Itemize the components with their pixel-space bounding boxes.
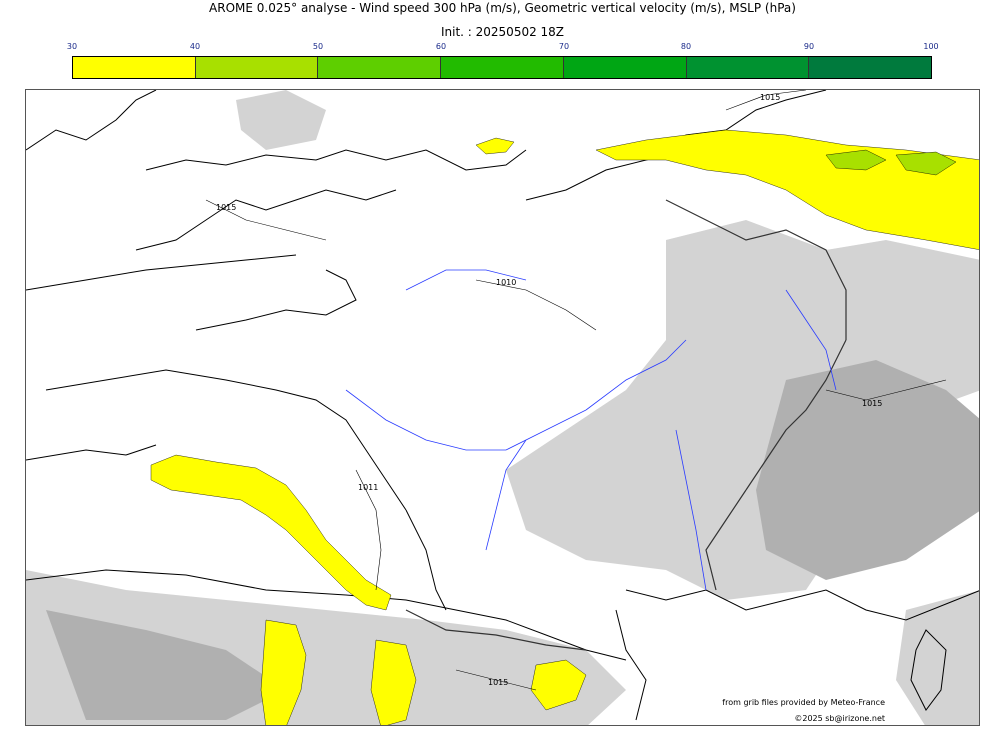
colorbar-segment	[809, 57, 932, 78]
colorbar-segment	[686, 57, 810, 78]
map-canvas: 1015 1015 1010 1011 1015 1015	[26, 90, 979, 725]
isobar-label: 1015	[216, 203, 236, 212]
colorbar-tick: 90	[803, 42, 815, 51]
isobars	[205, 90, 947, 691]
isobar-label: 1015	[488, 678, 508, 687]
copyright-credit: ©2025 sb@irizone.net	[794, 714, 885, 723]
colorbar-tick: 100	[923, 42, 939, 51]
init-time: Init. : 20250502 18Z	[440, 25, 565, 39]
map-title: AROME 0.025° analyse - Wind speed 300 hP…	[209, 1, 796, 15]
isobar-label: 1015	[760, 93, 780, 102]
colorbar-segment	[73, 57, 196, 78]
strong-vertical-velocity-shading	[46, 360, 979, 720]
national-borders	[405, 199, 847, 651]
isobar-label: 1011	[358, 483, 378, 492]
colorbar-tick: 40	[189, 42, 201, 51]
colorbar-segment	[195, 57, 319, 78]
colorbar-tick: 70	[558, 42, 570, 51]
rivers	[345, 269, 837, 591]
jet-stream-areas	[150, 129, 979, 725]
isobar-label: 1015	[862, 399, 882, 408]
coastlines	[26, 90, 979, 721]
colorbar-segment	[441, 57, 564, 78]
colorbar-tick: 60	[435, 42, 447, 51]
wind-speed-colorbar	[72, 56, 932, 79]
data-source-credit: from grib files provided by Meteo-France	[722, 698, 885, 707]
colorbar-segment	[563, 57, 687, 78]
isobar-label: 1010	[496, 278, 516, 287]
colorbar-segment	[318, 57, 442, 78]
isobar-labels: 1015 1015 1010 1011 1015 1015	[216, 93, 882, 687]
colorbar-tick: 30	[66, 42, 78, 51]
weather-map[interactable]: 1015 1015 1010 1011 1015 1015	[25, 89, 980, 726]
colorbar-tick: 80	[680, 42, 692, 51]
colorbar-tick: 50	[312, 42, 324, 51]
